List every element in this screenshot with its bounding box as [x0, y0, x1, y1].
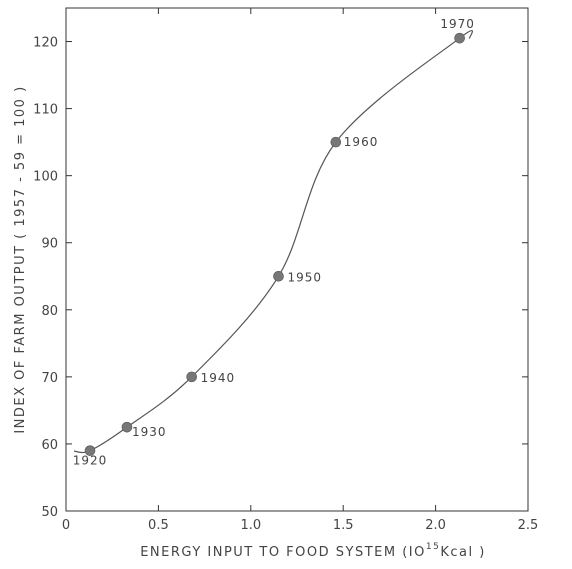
- trend-curve: [73, 30, 473, 454]
- y-tick-label: 60: [41, 438, 58, 453]
- y-axis-title: INDEX OF FARM OUTPUT ( 1957 - 59 = 100 ): [13, 85, 28, 433]
- data-point-label: 1950: [288, 270, 323, 284]
- data-point: [273, 270, 284, 282]
- data-point-label: 1930: [132, 425, 167, 439]
- y-tick-label: 100: [33, 170, 58, 185]
- plot-area-border: [65, 7, 529, 512]
- data-point: [84, 445, 96, 456]
- data-point-label: 1960: [344, 135, 379, 149]
- axis-ticks: [65, 8, 529, 512]
- data-point-label: 1920: [73, 454, 108, 468]
- x-tick-label: 1.5: [333, 518, 354, 533]
- data-point-label: 1970: [440, 17, 475, 31]
- y-tick-label: 90: [41, 237, 58, 252]
- x-axis-title-main: ENERGY INPUT TO FOOD SYSTEM (: [140, 545, 409, 560]
- x-tick-label: 0.5: [148, 518, 169, 533]
- x-tick-label: 0: [62, 518, 70, 533]
- data-point: [454, 32, 465, 44]
- data-point: [121, 421, 133, 433]
- y-tick-label: 70: [41, 371, 58, 386]
- plot-frame: [65, 7, 529, 512]
- y-tick-label: 50: [41, 505, 58, 520]
- x-tick-label: 2.0: [425, 518, 446, 533]
- x-axis-title-base: IO: [409, 545, 426, 560]
- x-axis-title-exponent: 15: [426, 542, 440, 552]
- x-axis-title: ENERGY INPUT TO FOOD SYSTEM (IO15Kcal ): [140, 542, 486, 560]
- data-point-labels: 1920 1930 1940 1950 1960 1970: [73, 17, 475, 468]
- x-axis-title-unit: Kcal ): [440, 545, 485, 560]
- tick-labels: 0 0.5 1.0 1.5 2.0 2.5 50 60 70 80 90 100 110 120: [33, 36, 538, 533]
- x-tick-label: 2.5: [518, 518, 539, 533]
- data-point: [330, 136, 342, 148]
- x-tick-label: 1.0: [240, 518, 261, 533]
- data-point: [186, 371, 197, 383]
- y-tick-label: 80: [41, 304, 58, 319]
- data-point-label: 1940: [201, 371, 236, 385]
- y-tick-label: 110: [33, 103, 58, 118]
- data-points: [84, 32, 465, 456]
- y-tick-label: 120: [33, 36, 58, 51]
